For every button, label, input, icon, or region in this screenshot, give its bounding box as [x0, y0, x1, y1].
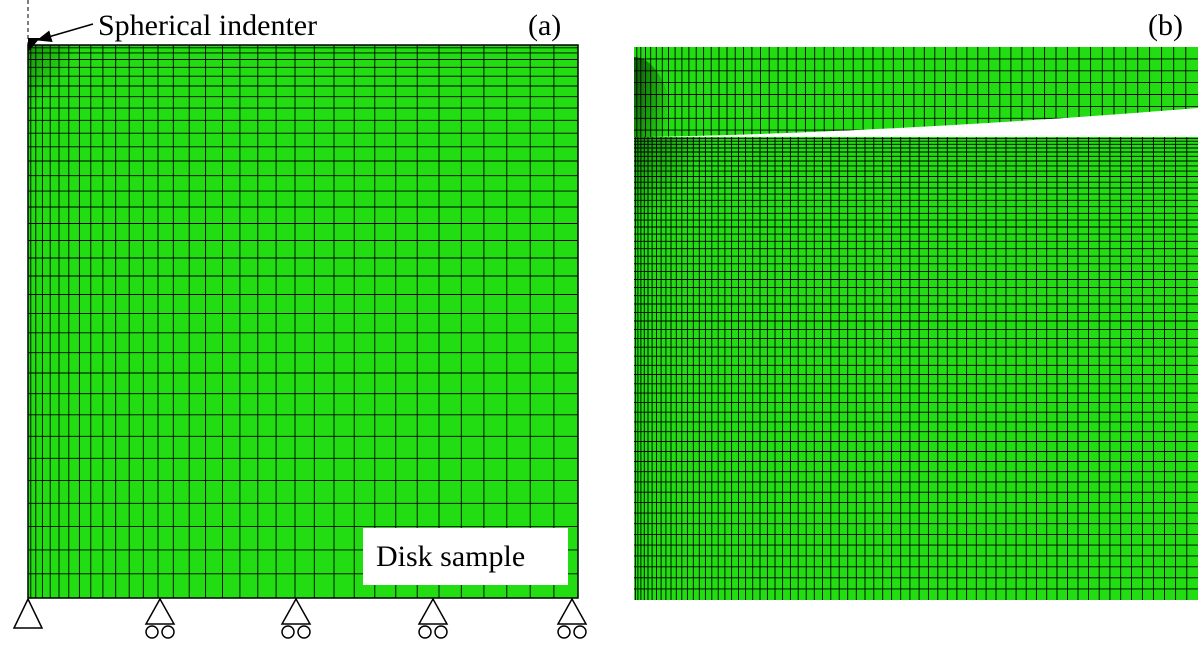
sample-label: Disk sample	[376, 540, 525, 573]
mesh-lines-a	[28, 45, 578, 598]
mesh-lines-b	[634, 137, 1198, 600]
roller-wheel	[297, 625, 311, 639]
sample-mesh-b	[634, 137, 1198, 600]
boundary-supports	[12, 597, 588, 639]
mesh-refined-zone	[634, 57, 674, 137]
indenter-arrow	[36, 23, 94, 42]
sample-outline	[27, 44, 579, 599]
sample-label-box	[363, 528, 568, 585]
mesh-refined-zone	[634, 137, 744, 267]
roller-support	[417, 597, 449, 625]
roller-wheel	[418, 625, 432, 639]
roller-wheel	[161, 625, 175, 639]
indenter-label: Spherical indenter	[98, 9, 317, 42]
sample-mesh-a	[28, 45, 578, 598]
mesh-grid	[634, 137, 1198, 600]
roller-wheel	[434, 625, 448, 639]
roller-support	[144, 597, 176, 625]
indenter-mesh	[634, 47, 1198, 137]
pin-support	[12, 597, 44, 629]
roller-support	[280, 597, 312, 625]
roller-wheel	[573, 625, 587, 639]
mesh-refined-zone	[28, 45, 98, 135]
roller-wheel	[145, 625, 159, 639]
mesh-grid	[28, 45, 578, 598]
roller-wheel	[557, 625, 571, 639]
roller-wheel	[281, 625, 295, 639]
panel-label: (b)	[1148, 9, 1183, 42]
panel-label: (a)	[528, 9, 561, 42]
roller-support	[556, 597, 588, 625]
